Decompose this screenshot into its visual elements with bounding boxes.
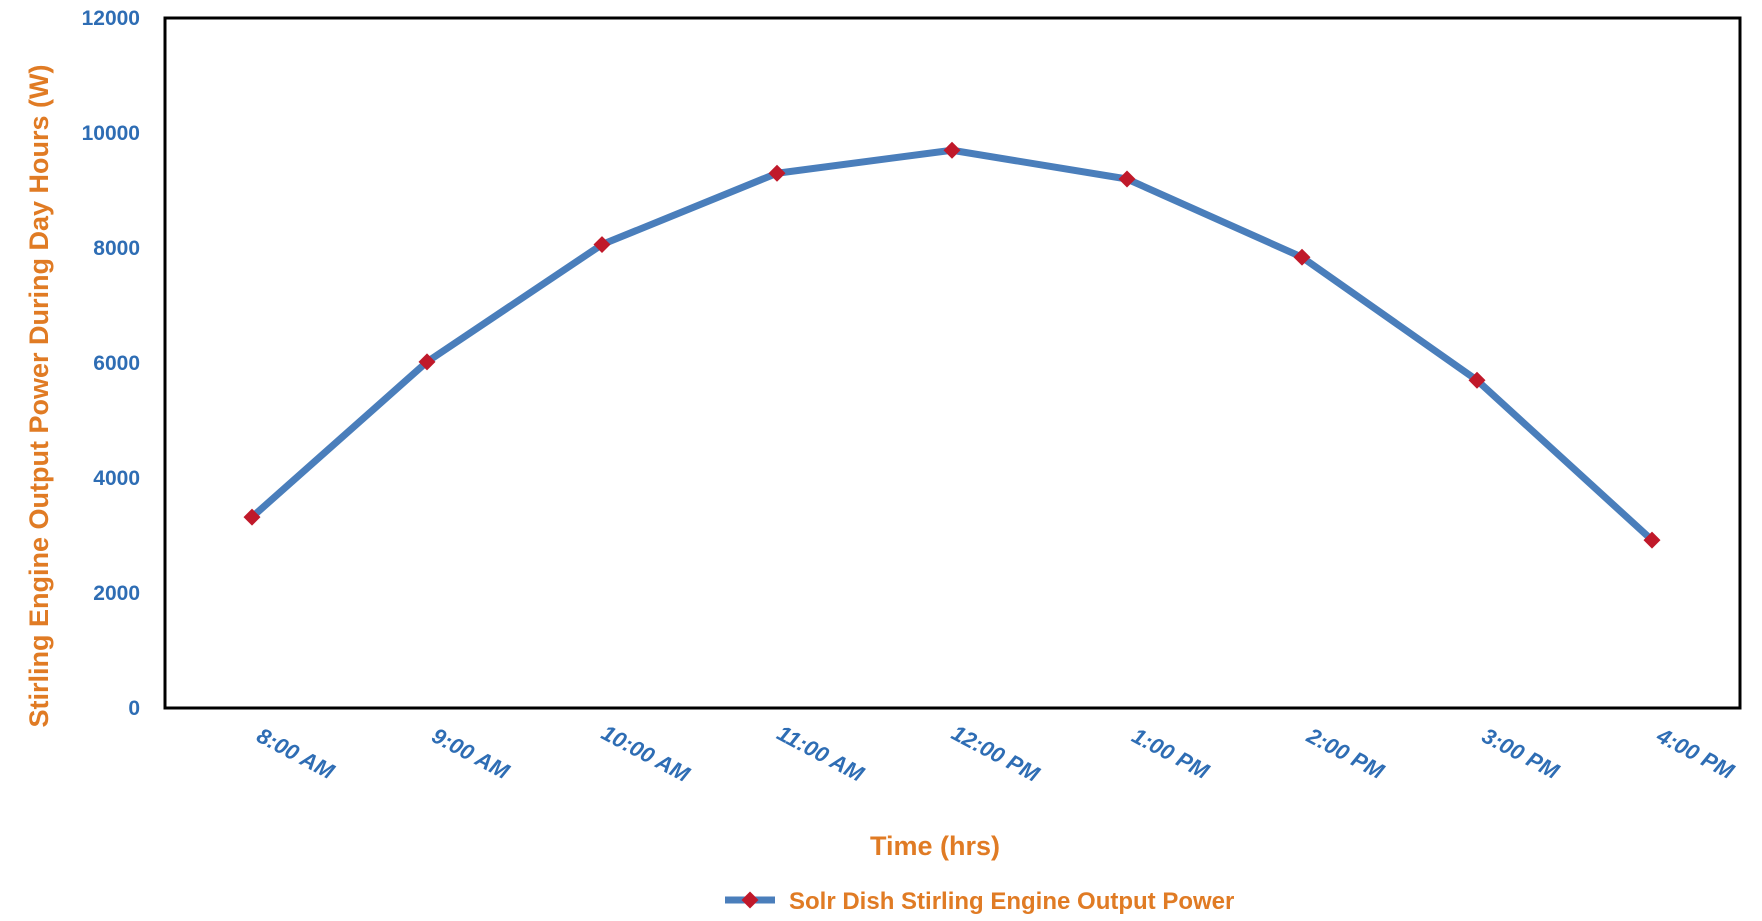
x-axis-ticks: 8:00 AM 9:00 AM 10:00 AM 11:00 AM 12:00 PM 1:… xyxy=(253,720,1739,787)
series-layer xyxy=(243,141,1661,549)
plot-area-frame xyxy=(163,16,1742,710)
y-tick-label: 8000 xyxy=(93,237,140,260)
x-tick-label: 10:00 AM xyxy=(597,720,694,787)
legend: Solr Dish Stirling Engine Output Power xyxy=(725,888,1234,915)
series-line xyxy=(249,146,1655,543)
y-tick-label: 6000 xyxy=(93,352,140,375)
x-tick-label: 1:00 PM xyxy=(1128,723,1214,784)
x-tick-label: 3:00 PM xyxy=(1478,723,1564,784)
x-tick-label: 2:00 PM xyxy=(1302,722,1389,784)
data-point-marker xyxy=(593,236,611,254)
x-tick-label: 12:00 PM xyxy=(948,720,1045,787)
x-tick-label: 9:00 AM xyxy=(428,723,514,785)
y-tick-label: 2000 xyxy=(93,582,140,605)
x-tick-label: 4:00 PM xyxy=(1652,722,1739,784)
x-axis-title: Time (hrs) xyxy=(870,831,1000,861)
y-tick-label: 10000 xyxy=(82,122,140,145)
data-point-marker xyxy=(943,141,961,159)
legend-label: Solr Dish Stirling Engine Output Power xyxy=(789,888,1234,915)
data-point-marker xyxy=(418,353,436,371)
y-tick-label: 4000 xyxy=(93,467,140,490)
x-tick-label: 8:00 AM xyxy=(253,723,339,785)
y-axis-title: Stirling Engine Output Power During Day … xyxy=(24,65,54,728)
y-axis-ticks: 0 2000 4000 6000 8000 10000 12000 xyxy=(82,7,140,720)
y-tick-label: 12000 xyxy=(82,7,140,30)
y-tick-label: 0 xyxy=(128,697,140,720)
legend-marker-swatch xyxy=(741,891,759,909)
data-point-marker xyxy=(1643,531,1661,549)
data-point-marker xyxy=(768,164,786,182)
x-tick-label: 11:00 AM xyxy=(773,720,868,787)
